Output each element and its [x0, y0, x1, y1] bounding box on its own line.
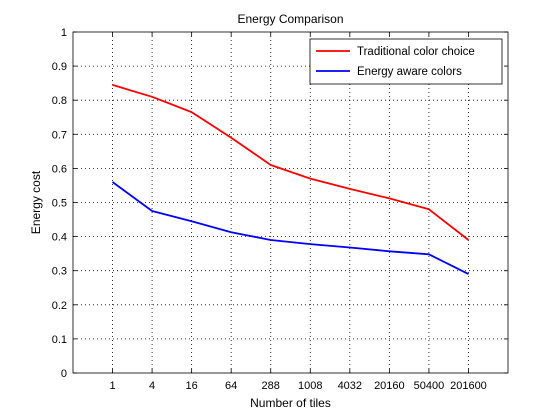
x-tick-label: 50400 — [414, 380, 445, 392]
x-tick-label: 20160 — [374, 380, 405, 392]
y-tick-label: 0.3 — [52, 266, 67, 278]
y-tick-label: 0.6 — [52, 163, 67, 175]
y-tick-label: 1 — [61, 27, 67, 39]
y-tick-label: 0.9 — [52, 61, 67, 73]
x-tick-label: 288 — [262, 380, 280, 392]
y-tick-label: 0 — [61, 368, 67, 380]
x-tick-label: 16 — [186, 380, 198, 392]
y-tick-label: 0.1 — [52, 334, 67, 346]
x-tick-label: 4 — [149, 380, 155, 392]
x-tick-label: 64 — [225, 380, 237, 392]
x-tick-label: 1008 — [298, 380, 322, 392]
legend-box — [309, 38, 503, 85]
x-tick-label: 201600 — [450, 380, 487, 392]
legend: Traditional color choice Energy aware co… — [309, 38, 503, 85]
legend-label-energy-aware: Energy aware colors — [357, 66, 462, 78]
series-line-traditional — [112, 84, 470, 241]
y-tick-label: 0.8 — [52, 95, 67, 107]
series-lines — [111, 84, 470, 275]
chart-title: Energy Comparison — [237, 12, 343, 26]
y-tick-label: 0.7 — [52, 129, 67, 141]
y-tick-label: 0.2 — [52, 300, 67, 312]
y-tick-label: 0.5 — [52, 198, 67, 210]
y-axis-label: Energy cost — [29, 170, 43, 234]
x-axis-label: Number of tiles — [250, 396, 331, 410]
legend-label-traditional: Traditional color choice — [357, 46, 475, 58]
x-tick-label: 1 — [109, 380, 115, 392]
axis-ticks: 0 0.1 0.2 0.3 0.4 0.5 0.6 0.7 0.8 0.9 1 1 4 16 64 288 10… — [52, 27, 508, 392]
series-line-energy-aware — [111, 181, 469, 275]
y-tick-label: 0.4 — [52, 232, 67, 244]
grid-lines — [73, 32, 508, 373]
x-tick-label: 4032 — [338, 380, 362, 392]
